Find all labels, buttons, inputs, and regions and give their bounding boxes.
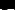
Text: T$_0$ = 15 MeV: T$_0$ = 15 MeV	[14, 1, 15, 10]
Text: [100] DIRECTION: [100] DIRECTION	[13, 1, 15, 10]
Text: Figure 2:  Emitted bremsstrahlung collimated by θc ∼ 0.5° for a Si crystal.: Figure 2: Emitted bremsstrahlung collima…	[1, 0, 15, 10]
